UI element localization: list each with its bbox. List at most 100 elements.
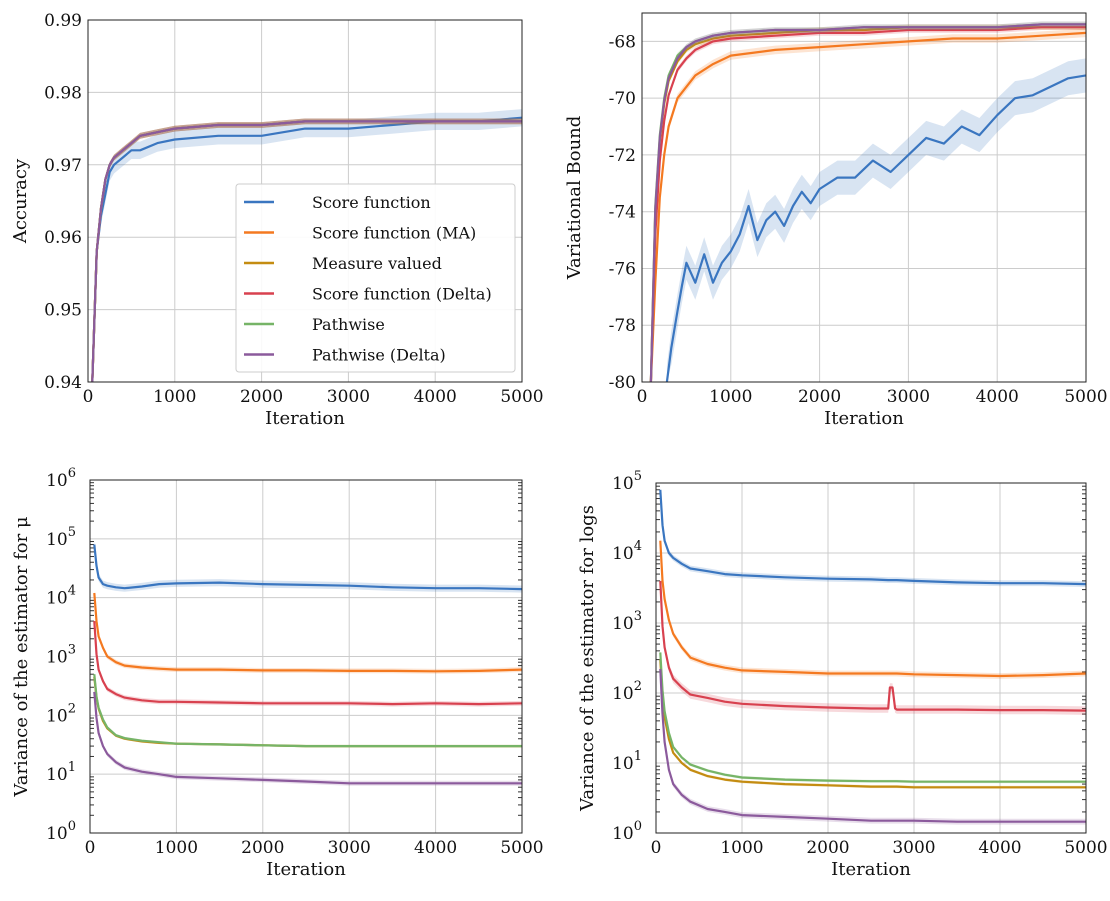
- y-tick-label: 104: [612, 539, 642, 564]
- x-tick-label: 0: [83, 387, 94, 407]
- legend-label-measure-valued: Measure valued: [312, 254, 442, 273]
- plot-frame: [641, 12, 1087, 383]
- band-measure-valued: [650, 24, 1086, 382]
- band-score-function-delta: [650, 24, 1086, 382]
- y-tick-label: 0.95: [44, 301, 82, 321]
- x-tick-label: 4000: [414, 387, 457, 407]
- panel-accuracy: 0 1000 2000 3000 4000 5000 0.94 0.95 0.96 0.97 0.9…: [10, 11, 544, 429]
- plot-frame: [87, 19, 523, 383]
- series-line-score-function: [659, 489, 1086, 586]
- y-tick-label: 0.97: [44, 156, 82, 176]
- legend-label-score-function: Score function: [312, 193, 431, 212]
- x-tick-label: 1000: [709, 387, 752, 407]
- band-score-function-ma: [660, 537, 1086, 679]
- band-measure-valued: [94, 675, 522, 748]
- plot-frame: [89, 479, 523, 834]
- series-group: [659, 486, 1086, 825]
- series-line-measure-valued: [93, 676, 522, 748]
- band-score-function-ma: [94, 590, 522, 674]
- series-group: [91, 109, 522, 382]
- series-line-pathwise-delta: [91, 120, 522, 382]
- y-tick-label: 101: [46, 760, 76, 785]
- x-tick-label: 2000: [806, 838, 849, 858]
- y-axis-label: Variational Bound: [564, 116, 585, 281]
- series-line-score-function-ma: [659, 540, 1086, 678]
- band-score-function: [660, 486, 1086, 587]
- y-axis-label: Variance of the estimator for logs: [577, 505, 598, 812]
- minor-ticks: [656, 485, 1086, 813]
- x-tick-label: 2000: [240, 387, 283, 407]
- band-pathwise: [650, 21, 1086, 382]
- y-tick-label: -78: [609, 316, 636, 336]
- series-line-score-function: [665, 74, 1086, 382]
- minor-ticks: [90, 482, 522, 816]
- y-tick-labels: -80 -78 -76 -74 -72 -70 -68: [609, 32, 636, 393]
- y-tick-labels: 100 101 102 103 104 105 106: [46, 466, 76, 844]
- x-tick-label: 4000: [976, 387, 1019, 407]
- x-tick-labels: 0 1000 2000 3000 4000 5000: [637, 387, 1108, 407]
- y-tick-label: 0.99: [44, 11, 82, 31]
- band-measure-valued: [660, 658, 1086, 789]
- y-tick-label: -72: [609, 146, 636, 166]
- series-line-score-function-delta: [649, 26, 1086, 382]
- series-line-measure-valued: [659, 659, 1086, 789]
- x-tick-label: 5000: [500, 387, 543, 407]
- y-tick-label: 101: [612, 749, 642, 774]
- series-group: [649, 21, 1086, 382]
- y-tick-label: -70: [609, 89, 636, 109]
- panel-variance-mu: 0 1000 2000 3000 4000 50001001011021031041051…: [11, 466, 544, 880]
- series-group: [93, 541, 522, 786]
- y-tick-label: 103: [612, 609, 642, 634]
- x-tick-label: 3000: [892, 838, 935, 858]
- x-tick-labels: 0 1000 2000 3000 4000 5000: [651, 838, 1108, 858]
- y-tick-label: 102: [612, 679, 642, 704]
- y-tick-label: -68: [609, 32, 636, 52]
- x-tick-labels: 0 1000 2000 3000 4000 5000: [83, 387, 544, 407]
- x-axis-label: Iteration: [824, 408, 904, 429]
- y-tick-label: 100: [612, 819, 642, 844]
- x-axis-label: Iteration: [831, 859, 911, 880]
- x-tick-label: 0: [637, 387, 648, 407]
- panel-variational-bound: 0 1000 2000 3000 4000 5000-80-78-76-74-72-70-…: [564, 12, 1108, 429]
- x-tick-labels: 0 1000 2000 3000 4000 5000: [85, 838, 544, 858]
- band-pathwise-delta: [660, 666, 1086, 825]
- x-axis-label: Iteration: [265, 408, 345, 429]
- x-tick-label: 3000: [328, 838, 371, 858]
- panel-variance-logs: 0 1000 2000 3000 4000 5000 100 101 102 103 104 105 I…: [577, 469, 1108, 880]
- y-tick-label: 102: [46, 701, 76, 726]
- y-tick-labels: 0.94 0.95 0.96 0.97 0.98 0.99: [44, 11, 82, 393]
- x-axis-label: Iteration: [266, 859, 346, 880]
- band-score-function: [666, 58, 1086, 382]
- x-tick-label: 3000: [887, 387, 930, 407]
- y-tick-label: 103: [46, 643, 76, 668]
- y-tick-label: 105: [612, 469, 642, 494]
- x-tick-label: 2000: [241, 838, 284, 858]
- x-tick-label: 3000: [327, 387, 370, 407]
- y-tick-label: 0.96: [44, 228, 82, 248]
- series-line-score-function-delta: [93, 621, 522, 706]
- series-line-pathwise-delta: [93, 691, 522, 785]
- legend-label-pathwise-delta: Pathwise (Delta): [312, 346, 446, 365]
- y-tick-label: -80: [609, 373, 636, 393]
- y-tick-label: -76: [609, 259, 636, 279]
- series-line-pathwise-delta: [649, 23, 1086, 382]
- x-tick-label: 1000: [153, 387, 196, 407]
- x-tick-label: 4000: [978, 838, 1021, 858]
- band-score-function-delta: [660, 576, 1086, 715]
- series-line-score-function-ma: [93, 592, 522, 673]
- series-line-pathwise-delta: [659, 668, 1086, 823]
- x-tick-label: 2000: [798, 387, 841, 407]
- series-line-score-function: [91, 116, 522, 382]
- y-tick-label: 104: [46, 584, 76, 609]
- x-tick-label: 5000: [1064, 387, 1107, 407]
- series-line-pathwise: [659, 652, 1086, 783]
- y-axis-label: Accuracy: [10, 158, 31, 244]
- legend-label-score-function-ma: Score function (MA): [312, 224, 476, 243]
- band-pathwise: [94, 673, 522, 748]
- plot-frame: [655, 482, 1087, 834]
- y-axis-label: Variance of the estimator for μ: [11, 516, 32, 798]
- legend-label-score-function-delta: Score function (Delta): [312, 285, 492, 304]
- band-score-function-delta: [94, 618, 522, 707]
- y-tick-label: 0.94: [44, 373, 82, 393]
- y-tick-label: -74: [609, 203, 636, 223]
